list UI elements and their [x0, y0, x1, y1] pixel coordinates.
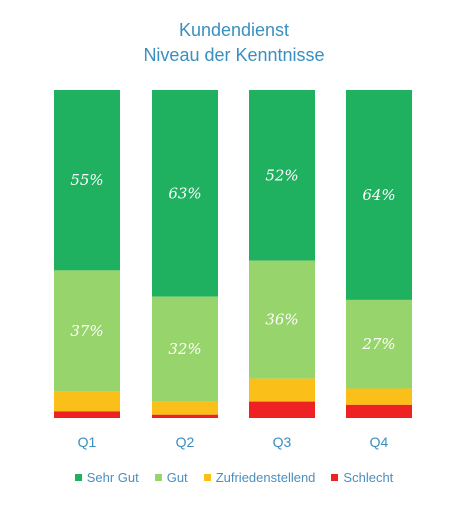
x-tick-label-q3: Q3 — [273, 434, 292, 450]
bar-zufriedenstellend-q3 — [249, 378, 315, 402]
stacked-bar-chart: 55% 37% Q1 63% 32% Q2 52% 36% Q3 64% 27% Q4 — [54, 90, 412, 450]
bar-zufriedenstellend-q2 — [152, 401, 218, 415]
x-tick-label-q1: Q1 — [78, 434, 97, 450]
bar-gut-q2 — [152, 296, 218, 402]
legend-swatch-zufriedenstellend — [203, 474, 211, 482]
data-label-sehr-gut-q4: 64% — [362, 186, 395, 204]
bar-schlecht-q1 — [54, 411, 120, 418]
bar-sehr-gut-q3 — [249, 90, 315, 261]
bar-gut-q1 — [54, 270, 120, 392]
x-tick-label-q4: Q4 — [370, 434, 389, 450]
legend-item-schlecht: Schlecht — [331, 470, 393, 485]
bar-sehr-gut-q2 — [152, 90, 218, 297]
legend-item-zufriedenstellend: Zufriedenstellend — [203, 470, 316, 485]
data-label-gut-q1: 37% — [70, 322, 103, 340]
legend-label-sehr-gut: Sehr Gut — [86, 470, 139, 485]
chart-legend: Sehr Gut Gut Zufriedenstellend Schlecht — [0, 470, 468, 485]
legend-swatch-schlecht — [331, 474, 339, 482]
x-tick-label-q2: Q2 — [176, 434, 195, 450]
legend-item-sehr-gut: Sehr Gut — [74, 470, 139, 485]
chart-subtitle: Niveau der Kenntnisse — [143, 45, 325, 65]
bar-zufriedenstellend-q1 — [54, 391, 120, 412]
data-label-sehr-gut-q3: 52% — [265, 166, 298, 184]
legend-label-zufriedenstellend: Zufriedenstellend — [215, 470, 316, 485]
bar-schlecht-q4 — [346, 404, 412, 418]
bar-schlecht-q3 — [249, 401, 315, 418]
chart-title-block: Kundendienst Niveau der Kenntnisse — [0, 18, 468, 68]
legend-label-gut: Gut — [166, 470, 188, 485]
bar-zufriedenstellend-q4 — [346, 388, 412, 405]
chart-title: Kundendienst — [178, 20, 290, 40]
bar-sehr-gut-q4 — [346, 90, 412, 300]
legend-swatch-sehr-gut — [74, 474, 82, 482]
legend-label-schlecht: Schlecht — [343, 470, 394, 485]
data-label-sehr-gut-q1: 55% — [70, 171, 103, 189]
bar-gut-q4 — [346, 299, 412, 389]
legend-swatch-gut — [154, 474, 162, 482]
data-label-gut-q3: 36% — [265, 311, 298, 329]
bar-gut-q3 — [249, 260, 315, 379]
data-label-gut-q2: 32% — [168, 340, 201, 358]
data-label-sehr-gut-q2: 63% — [168, 184, 201, 202]
bar-schlecht-q2 — [152, 414, 218, 418]
legend-item-gut: Gut — [154, 470, 188, 485]
data-label-gut-q4: 27% — [361, 335, 395, 353]
bar-sehr-gut-q1 — [54, 90, 120, 271]
